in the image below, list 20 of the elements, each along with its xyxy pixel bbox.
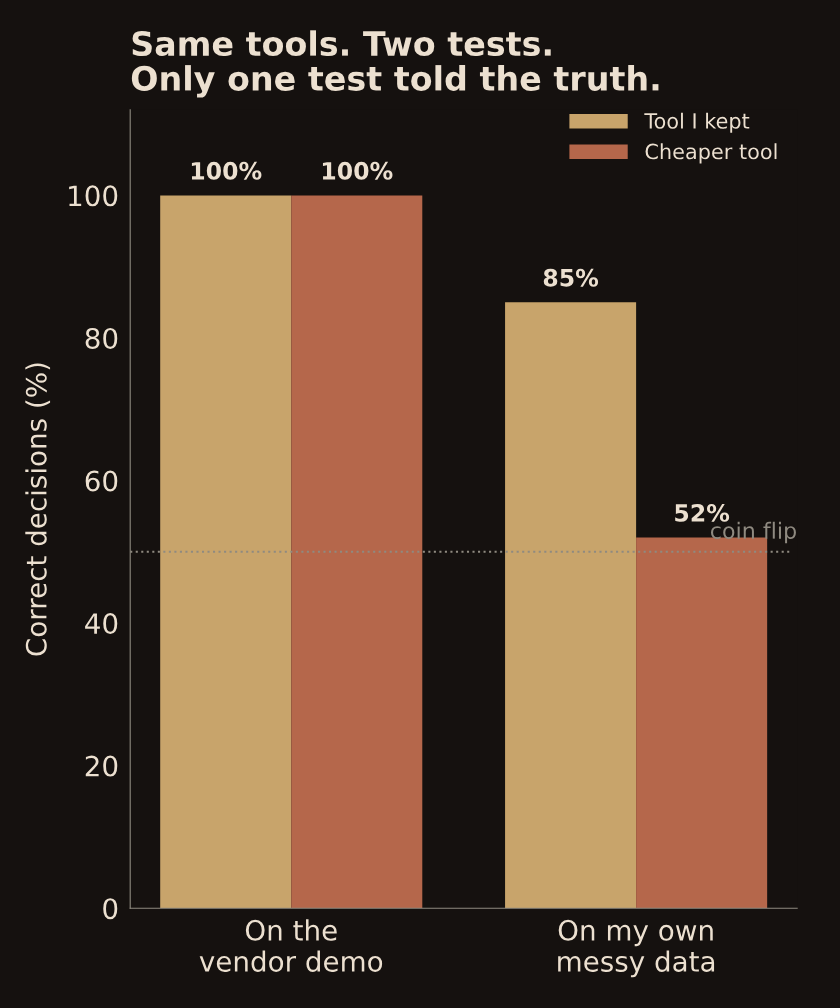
x-tick-label: On my own messy data	[558, 919, 715, 978]
y-tick-label: 60	[85, 470, 118, 492]
ref-line-label: coin flip	[710, 521, 796, 544]
chart-title: Same tools. Two tests. Only one test told the truth.	[131, 30, 659, 98]
bar	[291, 195, 423, 909]
bar	[505, 302, 637, 909]
x-tick-label: On the vendor demo	[199, 919, 383, 972]
y-axis-title: Correct decisions (%)	[25, 363, 51, 656]
data-label: 100%	[191, 161, 262, 180]
y-tick-label: 20	[85, 755, 118, 777]
legend-label: Tool I kept	[644, 112, 750, 133]
legend-label: Cheaper tool	[645, 143, 777, 164]
y-tick-label: 40	[85, 613, 118, 635]
data-label: 85%	[543, 268, 599, 287]
y-tick-label: 80	[85, 327, 118, 349]
y-tick-label: 0	[103, 898, 118, 920]
data-label: 100%	[322, 161, 393, 180]
bar	[160, 195, 292, 909]
data-label: 52%	[675, 504, 730, 522]
y-tick-label: 100	[69, 185, 118, 207]
